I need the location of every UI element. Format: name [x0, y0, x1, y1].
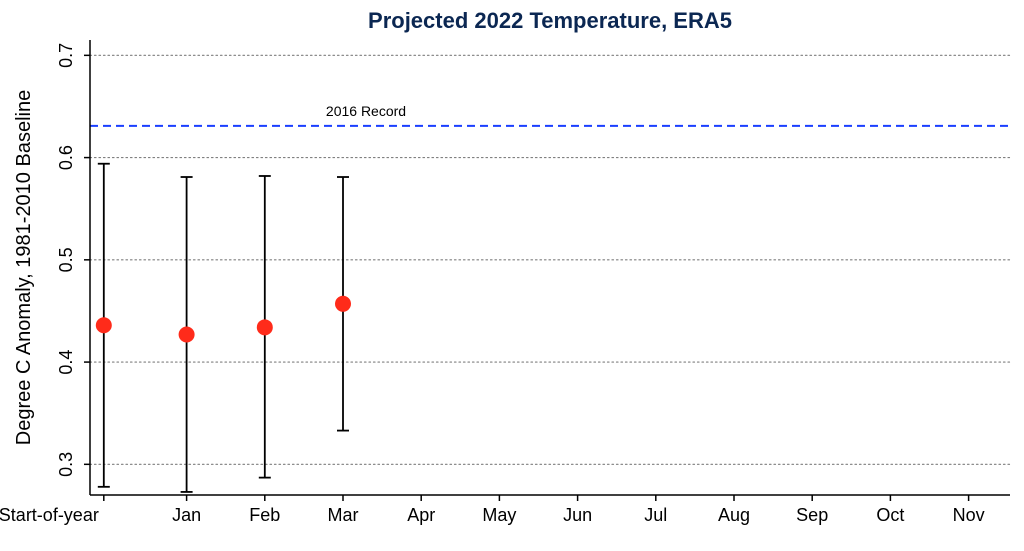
x-tick-label: Jun [563, 505, 592, 525]
axes [84, 40, 1010, 501]
x-tick-label: Jul [644, 505, 667, 525]
x-tick-label: Start-of-year [0, 505, 99, 525]
error-bars [98, 164, 349, 492]
data-markers [96, 296, 351, 343]
data-marker [96, 317, 112, 333]
x-tick-label: May [482, 505, 516, 525]
x-tick-label: Apr [407, 505, 435, 525]
data-marker [179, 326, 195, 342]
y-axis-label: Degree C Anomaly, 1981-2010 Baseline [13, 90, 35, 445]
reference-line-label: 2016 Record [326, 103, 406, 119]
x-tick-label: Aug [718, 505, 750, 525]
y-tick-label: 0.5 [56, 247, 76, 272]
y-tick-label: 0.3 [56, 452, 76, 477]
y-tick-labels: 0.3 0.4 0.5 0.6 0.7 [56, 43, 76, 477]
data-marker [257, 319, 273, 335]
y-tick-label: 0.7 [56, 43, 76, 68]
x-tick-label: Mar [328, 505, 359, 525]
chart-container: Start-of-year Jan Feb Mar Apr May Jun Jul Aug Sep… [0, 0, 1024, 551]
x-tick-labels: Start-of-year Jan Feb Mar Apr May Jun Jul Aug Sep… [0, 505, 985, 525]
x-tick-label: Feb [249, 505, 280, 525]
y-tick-label: 0.4 [56, 350, 76, 375]
chart-svg: Start-of-year Jan Feb Mar Apr May Jun Jul Aug Sep… [0, 0, 1024, 551]
x-tick-label: Sep [796, 505, 828, 525]
x-tick-label: Oct [876, 505, 904, 525]
data-marker [335, 296, 351, 312]
y-tick-label: 0.6 [56, 145, 76, 170]
grid-lines [90, 55, 1010, 464]
chart-title: Projected 2022 Temperature, ERA5 [368, 8, 732, 33]
x-tick-label: Nov [953, 505, 985, 525]
x-tick-label: Jan [172, 505, 201, 525]
